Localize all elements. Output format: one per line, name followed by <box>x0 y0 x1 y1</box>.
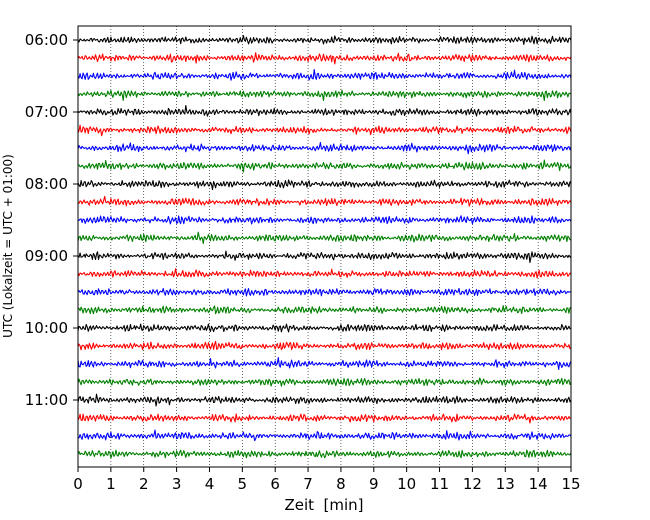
y-tick-label: 07:00 <box>25 103 68 121</box>
y-axis-ticks: 06:00 07:00 08:00 09:00 10:00 11:00 <box>25 31 78 409</box>
trace-0715 <box>77 124 572 137</box>
trace-0730 <box>77 141 572 155</box>
x-axis-ticks: 0 1 2 3 4 5 6 7 8 9 10 11 12 13 14 15 <box>73 467 581 493</box>
seismic-traces <box>77 35 572 459</box>
y-tick-label: 09:00 <box>25 247 68 265</box>
trace-0745 <box>77 159 572 173</box>
x-tick-label: 1 <box>106 475 116 493</box>
y-tick-label: 11:00 <box>25 391 68 409</box>
trace-0930 <box>77 287 572 297</box>
x-tick-label: 8 <box>336 475 346 493</box>
x-tick-label: 4 <box>205 475 215 493</box>
trace-0845 <box>77 231 572 245</box>
trace-0700 <box>77 104 572 117</box>
x-tick-label: 10 <box>397 475 416 493</box>
plot-background <box>78 26 571 467</box>
y-tick-label: 08:00 <box>25 175 68 193</box>
x-tick-label: 2 <box>139 475 149 493</box>
trace-1030 <box>77 356 572 370</box>
trace-0800 <box>77 179 572 191</box>
x-tick-label: 5 <box>238 475 248 493</box>
trace-0945 <box>77 305 572 315</box>
trace-1100 <box>77 393 572 407</box>
trace-1000 <box>77 323 572 333</box>
trace-0645 <box>77 89 572 102</box>
trace-1045 <box>77 377 572 387</box>
x-tick-label: 15 <box>561 475 580 493</box>
trace-1115 <box>77 413 572 424</box>
y-tick-label: 06:00 <box>25 31 68 49</box>
x-tick-label: 11 <box>430 475 449 493</box>
x-tick-label: 0 <box>73 475 83 493</box>
trace-1145 <box>77 449 572 459</box>
trace-0830 <box>77 215 572 225</box>
trace-0600 <box>77 35 572 45</box>
x-axis-label: Zeit [min] <box>284 496 363 514</box>
x-tick-label: 13 <box>496 475 515 493</box>
trace-0615 <box>77 52 572 65</box>
y-tick-label: 10:00 <box>25 319 68 337</box>
trace-0900 <box>77 250 572 264</box>
x-tick-label: 7 <box>303 475 313 493</box>
trace-0815 <box>77 195 572 207</box>
trace-0630 <box>77 68 572 81</box>
x-tick-label: 14 <box>529 475 548 493</box>
y-axis-label: UTC (Lokalzeit = UTC + 01:00) <box>1 154 15 338</box>
x-tick-label: 9 <box>369 475 379 493</box>
x-tick-label: 12 <box>463 475 482 493</box>
trace-0915 <box>77 268 572 279</box>
x-tick-label: 3 <box>172 475 182 493</box>
trace-1130 <box>77 429 572 442</box>
trace-1015 <box>77 340 572 351</box>
plot-frame <box>77 25 572 468</box>
x-tick-label: 6 <box>270 475 280 493</box>
